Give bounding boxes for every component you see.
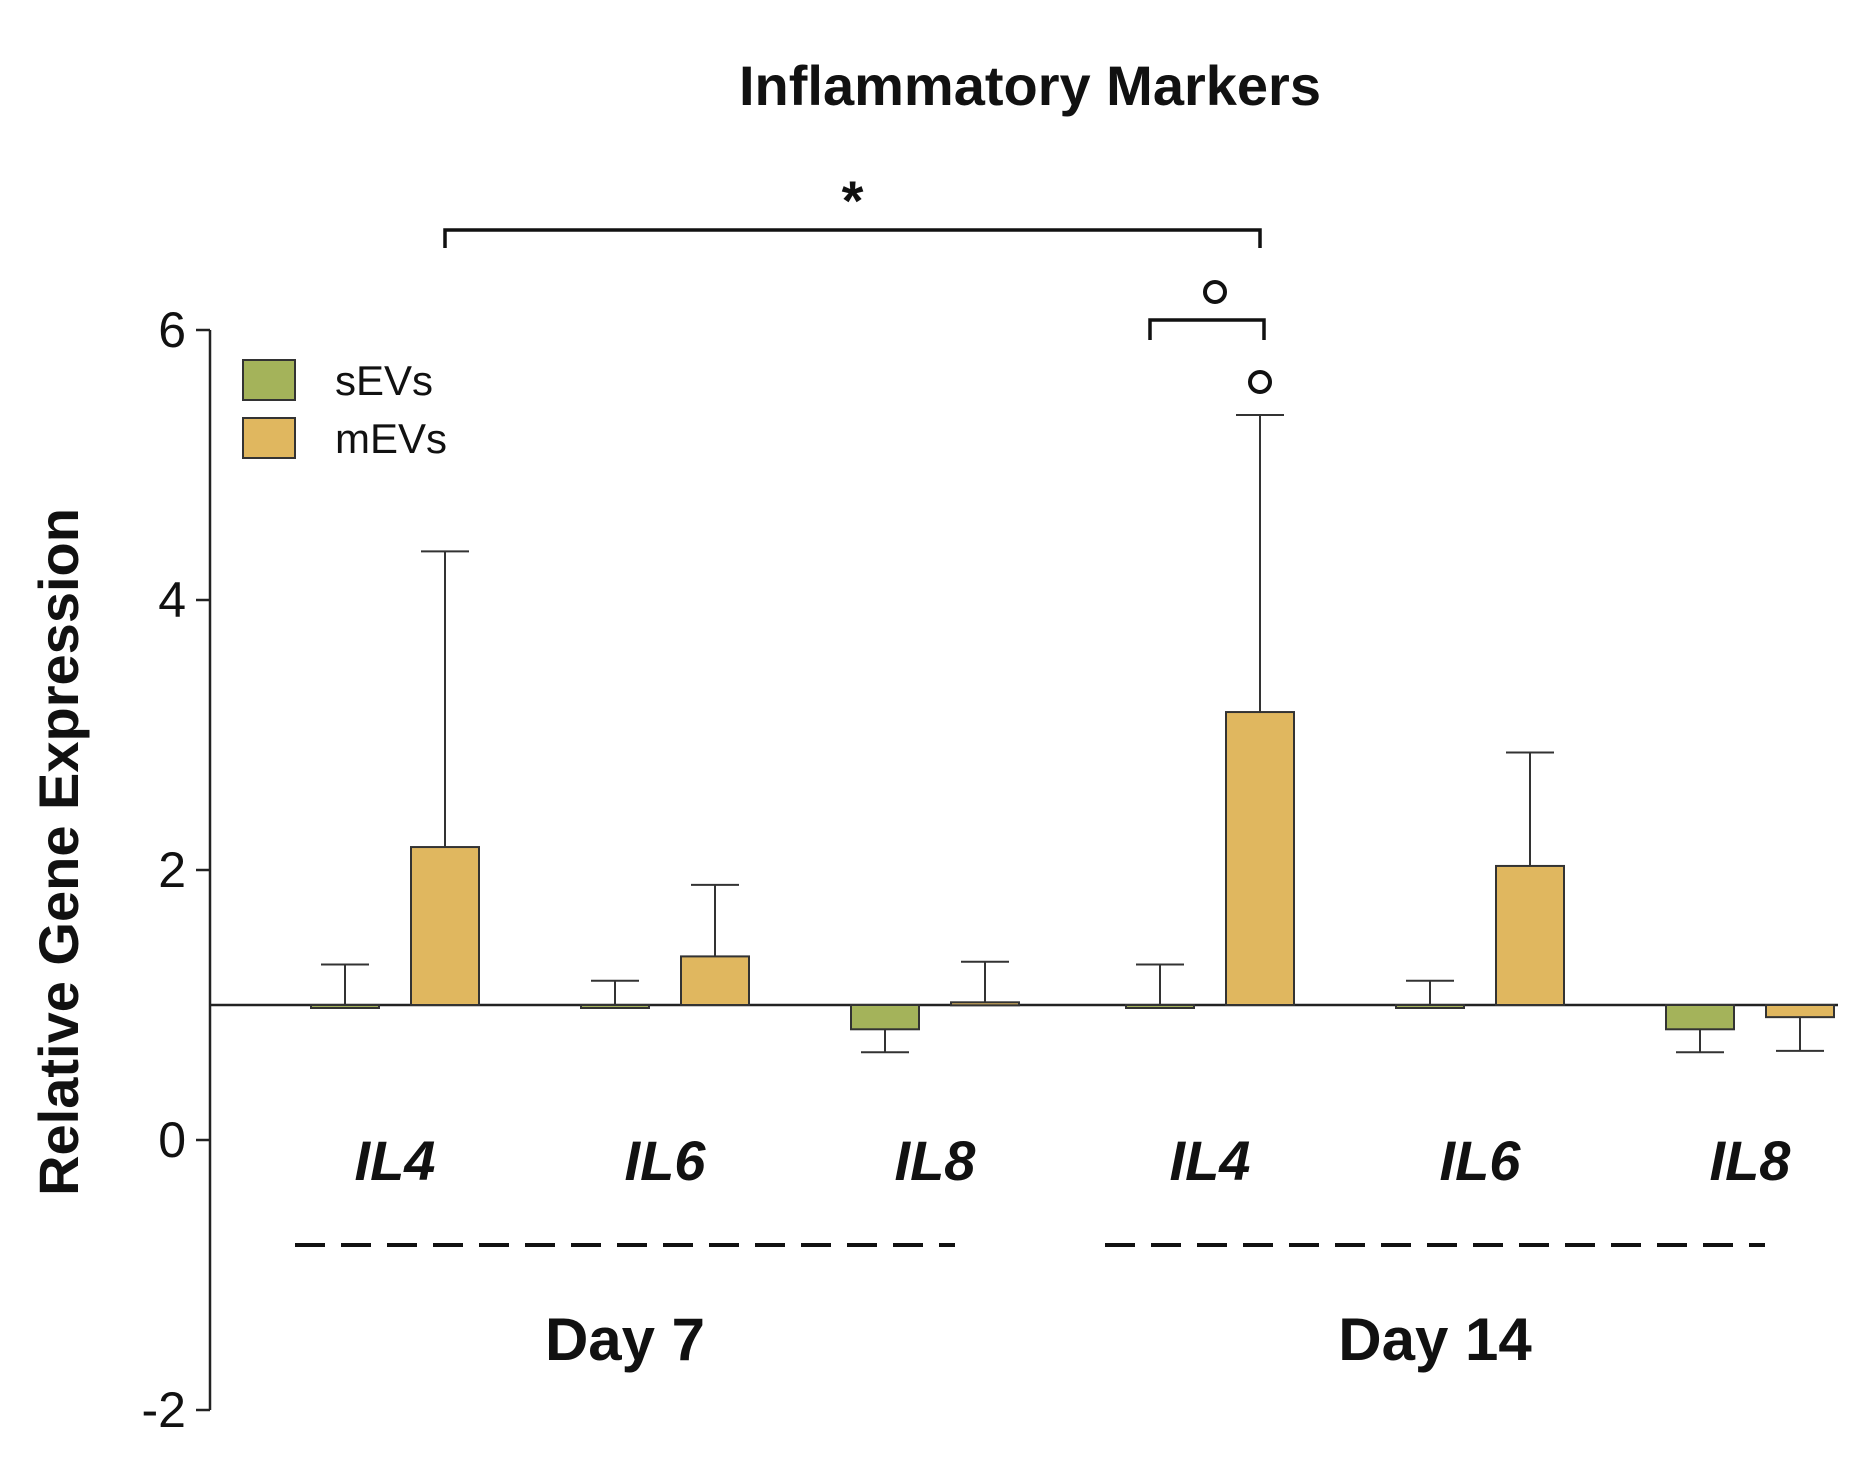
chart-title: Inflammatory Markers: [739, 54, 1321, 117]
mEVs-bar: [410, 846, 480, 1006]
sEVs-bar: [310, 1004, 380, 1009]
sEVs-bar: [580, 1004, 650, 1009]
sEVs-bar: [850, 1004, 920, 1031]
mEVs-bar: [1765, 1004, 1835, 1019]
mEVs-bar: [1495, 864, 1565, 1007]
y-tick-label: 0: [158, 1112, 186, 1168]
legend-label-mEVs: mEVs: [335, 415, 447, 462]
category-label: IL6: [1440, 1129, 1522, 1192]
small-bracket: [1148, 318, 1266, 340]
significance-label: *: [842, 169, 864, 232]
category-label: IL4: [355, 1129, 436, 1192]
sEVs-bar: [1395, 1004, 1465, 1009]
mEVs-bar: [680, 955, 750, 1007]
y-tick-label: 2: [158, 842, 186, 898]
mEVs-bar: [950, 1001, 1020, 1007]
y-tick-label: -2: [142, 1382, 186, 1438]
group-label: Day 14: [1338, 1306, 1532, 1373]
legend-label-sEVs: sEVs: [335, 357, 433, 404]
category-label: IL6: [625, 1129, 707, 1192]
category-label: IL4: [1170, 1129, 1251, 1192]
small-bracket-marker: [1203, 280, 1227, 304]
sEVs-bar: [1665, 1004, 1735, 1031]
bars: [310, 414, 1835, 1054]
mEVs-bar: [1225, 711, 1295, 1006]
annotations: *: [443, 169, 1272, 394]
mevs-bar-marker: [1248, 370, 1272, 394]
y-axis-label: Relative Gene Expression: [27, 508, 90, 1196]
category-label: IL8: [1710, 1129, 1792, 1192]
axes: -2 0 2 4 6: [142, 302, 1838, 1438]
significance-bracket: [443, 228, 1262, 248]
category-labels: IL4 IL6 IL8 IL4 IL6 IL8 Day 7 Day 14: [295, 1129, 1791, 1373]
y-tick-label: 6: [158, 302, 186, 358]
sEVs-bar: [1125, 1004, 1195, 1009]
y-tick-label: 4: [158, 572, 186, 628]
group-label: Day 7: [545, 1306, 705, 1373]
category-label: IL8: [895, 1129, 977, 1192]
legend: sEVs mEVs: [242, 357, 447, 462]
legend-swatch-mEVs: [242, 417, 296, 459]
legend-swatch-sEVs: [242, 359, 296, 401]
